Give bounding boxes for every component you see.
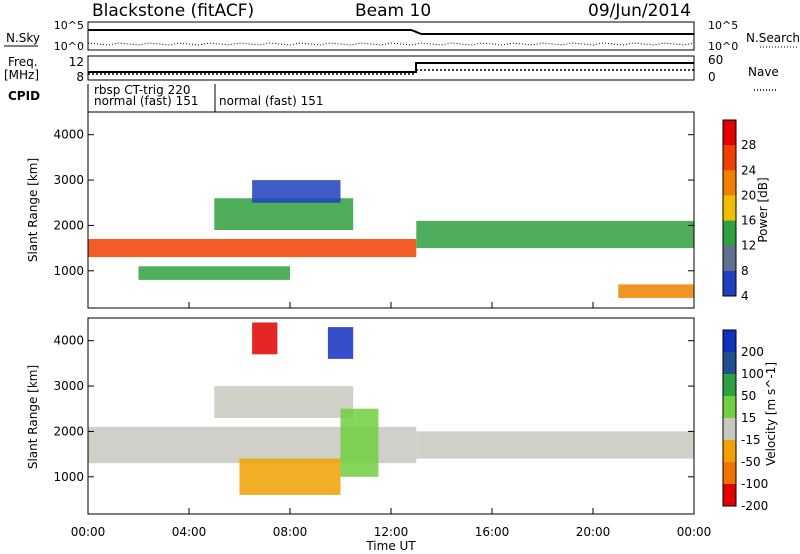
nsky-label: N.Sky: [6, 31, 40, 45]
nsearch-tick-bottom: 10^0: [708, 40, 738, 53]
nave-tick-bottom: 0: [708, 70, 716, 84]
power-panel: 4000 3000 2000 1000 Slant Range [km]: [26, 111, 695, 309]
velocity-colorbar-tick-2: 50: [741, 389, 756, 403]
velocity-panel: 4000 3000 2000 1000 Slant Range [km]: [26, 317, 695, 515]
power-band-5: [618, 284, 695, 298]
freq-label-1: Freq.: [8, 55, 38, 69]
velocity-colorbar-tick-6: -100: [741, 477, 768, 491]
velocity-colorbar-tick-4: -15: [741, 433, 761, 447]
power-colorbar-frame: [722, 119, 737, 297]
power-colorbar-swatch-6: [723, 270, 736, 297]
nsky-line: [88, 29, 694, 35]
power-band-0: [88, 239, 417, 258]
xtick-label-2: 08:00: [273, 525, 308, 539]
power-colorbar-tick-6: 4: [741, 289, 749, 303]
velocity-colorbar-tick-5: -50: [741, 455, 761, 469]
power-ytick-1: 3000: [53, 173, 84, 187]
velocity-colorbar-swatch-1: [723, 352, 736, 375]
nave-tick-top: 60: [708, 53, 723, 67]
nsky-tick-bottom: 10^0: [54, 40, 84, 53]
freq-tick-bottom: 8: [76, 70, 84, 84]
xtick-label-5: 20:00: [576, 525, 611, 539]
xtick-label-0: 00:00: [71, 525, 106, 539]
velocity-colorbar-swatch-2: [723, 374, 736, 397]
velocity-colorbar-swatch-0: [723, 330, 736, 353]
velocity-band-2: [239, 458, 341, 495]
nsearch-tick-top: 10^5: [708, 19, 738, 32]
velocity-ytick-1: 3000: [53, 379, 84, 393]
xaxis-label: Time UT: [365, 539, 416, 553]
power-colorbar-swatch-3: [723, 195, 736, 221]
power-colorbar-tick-3: 16: [741, 214, 756, 228]
power-colorbar-swatch-2: [723, 170, 736, 196]
freq-panel: [87, 55, 695, 81]
xtick-label-1: 04:00: [172, 525, 207, 539]
cpid-text-1: rbsp CT-trig 220: [94, 83, 190, 97]
nsearch-line: [87, 42, 695, 46]
freq-line: [88, 62, 694, 73]
beam-title: Beam 10: [355, 1, 431, 21]
power-colorbar-tick-4: 12: [741, 239, 756, 253]
velocity-colorbar-swatch-4: [723, 418, 736, 441]
power-band-3: [138, 266, 290, 280]
station-title: Blackstone (fitACF): [92, 1, 254, 21]
velocity-band-4: [416, 431, 695, 459]
power-band-2: [252, 180, 341, 203]
freq-label-2: [MHz]: [4, 68, 39, 82]
velocity-colorbar-tick-0: 200: [741, 345, 764, 359]
nsky-panel: [87, 21, 695, 51]
power-ytick-2: 2000: [53, 218, 84, 232]
velocity-ytick-3: 1000: [53, 470, 84, 484]
power-colorbar-tick-0: 28: [741, 138, 756, 152]
velocity-band-6: [327, 327, 354, 359]
velocity-colorbar-tick-1: 100: [741, 367, 764, 381]
date-title: 09/Jun/2014: [588, 1, 691, 21]
velocity-colorbar-frame: [722, 329, 737, 507]
power-colorbar: 28 24 20 16 12 8 4: [722, 119, 756, 303]
cpid-text-2: normal (fast) 151: [94, 94, 198, 108]
velocity-plot-bg: [88, 318, 694, 514]
velocity-band-3: [340, 408, 379, 477]
power-colorbar-swatch-4: [723, 220, 736, 247]
velocity-colorbar-swatch-3: [723, 396, 736, 419]
xtick-label-4: 16:00: [475, 525, 510, 539]
velocity-ytick-2: 2000: [53, 424, 84, 438]
power-colorbar-label: Power [dB]: [756, 177, 770, 242]
velocity-band-5: [252, 322, 278, 355]
cpid-label: CPID: [8, 89, 40, 103]
cpid-text-3: normal (fast) 151: [219, 94, 323, 108]
power-ytick-3: 1000: [53, 264, 84, 278]
power-colorbar-tick-1: 24: [741, 163, 756, 177]
velocity-colorbar-swatch-7: [723, 484, 736, 507]
velocity-colorbar-swatch-5: [723, 440, 736, 463]
xtick-label-6: 00:00: [677, 525, 712, 539]
power-colorbar-swatch-0: [723, 120, 736, 146]
velocity-ylabel: Slant Range [km]: [26, 365, 40, 469]
velocity-colorbar-tick-3: 15: [741, 411, 756, 425]
power-colorbar-swatch-5: [723, 245, 736, 272]
power-ytick-0: 4000: [53, 128, 84, 142]
nsearch-label: N.Search: [746, 31, 800, 45]
power-colorbar-swatch-1: [723, 145, 736, 171]
freq-tick-top: 12: [69, 55, 84, 69]
power-colorbar-tick-5: 8: [741, 264, 749, 278]
velocity-ytick-0: 4000: [53, 334, 84, 348]
velocity-colorbar: 200 100 50 15 -15 -50 -100 -200: [722, 329, 768, 513]
velocity-colorbar-tick-7: -200: [741, 499, 768, 513]
velocity-colorbar-label: Velocity [m s^-1]: [764, 362, 778, 466]
velocity-colorbar-swatch-6: [723, 462, 736, 485]
power-band-4: [416, 220, 695, 249]
nsky-tick-top: 10^5: [54, 19, 84, 32]
power-colorbar-tick-2: 20: [741, 188, 756, 202]
power-ylabel: Slant Range [km]: [26, 158, 40, 262]
power-band-1: [214, 198, 354, 230]
nave-label: Nave: [748, 65, 779, 79]
velocity-band-1: [214, 386, 354, 418]
xtick-label-3: 12:00: [374, 525, 409, 539]
